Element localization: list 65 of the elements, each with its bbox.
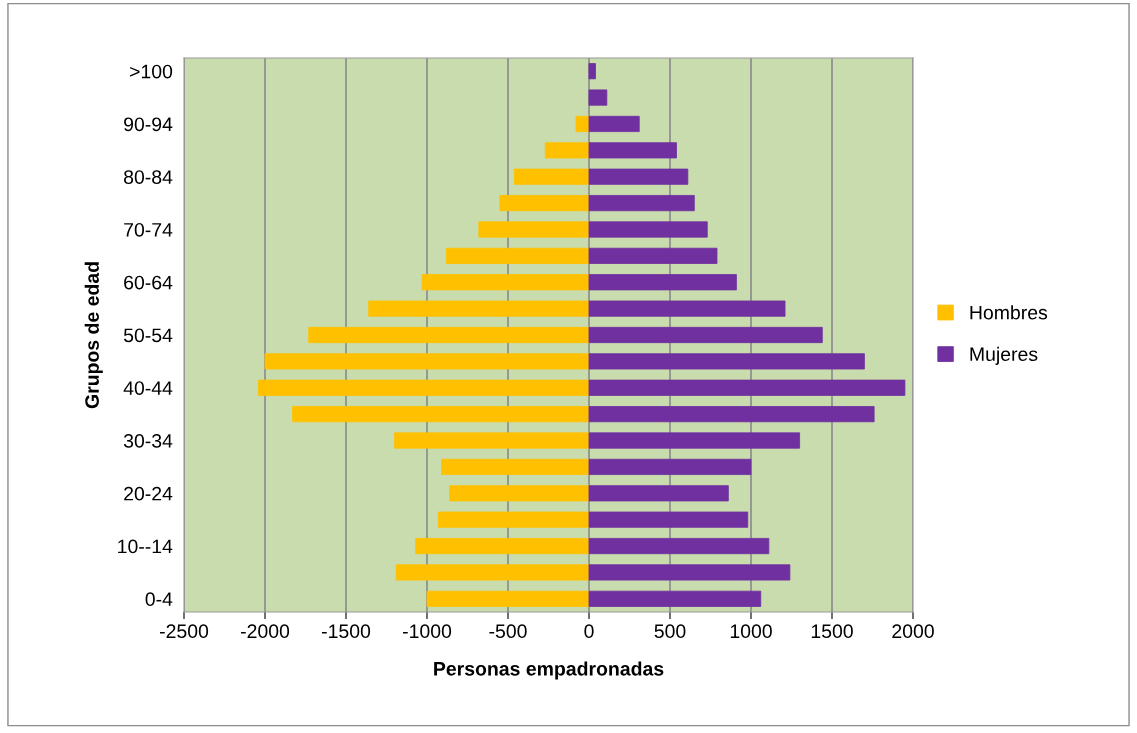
y-tick-label: 40-44 — [123, 381, 173, 395]
bar — [588, 485, 729, 502]
x-tick-label: -500 — [489, 624, 527, 639]
bar — [588, 195, 695, 212]
bar — [449, 485, 590, 502]
bar — [478, 221, 590, 238]
y-axis-title: Grupos de edad — [84, 262, 103, 409]
bar — [588, 406, 875, 423]
bar — [292, 406, 590, 423]
x-axis-title: Personas empadronadas — [434, 661, 664, 680]
bar — [421, 274, 590, 291]
bar — [588, 142, 677, 159]
bar — [588, 63, 596, 80]
bar — [588, 432, 801, 449]
bar — [544, 142, 590, 159]
legend-label: Mujeres — [970, 346, 1038, 365]
legend-label: Hombres — [970, 305, 1048, 320]
bar — [264, 353, 590, 370]
bar — [514, 168, 590, 185]
x-tick-label: -1000 — [403, 624, 452, 639]
y-tick-label: 90-94 — [124, 117, 173, 132]
bar — [588, 353, 865, 370]
bar — [588, 115, 640, 133]
bar — [394, 432, 590, 449]
bar — [588, 247, 718, 264]
x-tick-label: -2000 — [241, 624, 290, 639]
bar — [368, 300, 590, 317]
y-tick-label: 10--14 — [118, 539, 173, 554]
bar — [588, 326, 823, 344]
x-tick-label: 0 — [584, 624, 594, 639]
y-tick-label: 70-74 — [124, 222, 173, 237]
x-tick-label: 2000 — [892, 624, 934, 639]
bar — [426, 590, 590, 607]
y-tick-label: >100 — [130, 64, 173, 79]
bar — [588, 300, 786, 317]
x-tick-label: 1500 — [811, 624, 853, 639]
y-tick-label: 60-64 — [124, 275, 173, 290]
x-tick-label: -1500 — [322, 624, 371, 639]
x-tick-label: 1000 — [730, 624, 772, 639]
bar — [499, 195, 590, 212]
bar — [308, 326, 590, 344]
bar — [588, 564, 791, 581]
bar — [437, 511, 590, 528]
y-tick-label: 20-24 — [124, 486, 173, 501]
x-tick-label: 500 — [654, 624, 686, 639]
y-tick-label: 0-4 — [145, 592, 173, 607]
y-tick-label: 30-34 — [123, 433, 173, 448]
bar — [588, 221, 708, 238]
bar — [588, 537, 770, 555]
bar — [588, 590, 762, 607]
bar — [588, 379, 906, 396]
bar — [588, 89, 608, 106]
y-tick-label: 80-84 — [124, 170, 173, 184]
bar — [588, 511, 749, 528]
bar — [258, 379, 590, 396]
bar — [588, 458, 752, 475]
y-tick-label: 50-54 — [123, 328, 173, 343]
bar — [588, 168, 689, 185]
bar — [441, 458, 590, 475]
bar — [395, 564, 590, 581]
bar — [575, 115, 590, 133]
bar — [588, 274, 737, 291]
bar — [415, 537, 590, 555]
x-tick-label: -2500 — [160, 624, 209, 639]
bar — [446, 247, 590, 264]
